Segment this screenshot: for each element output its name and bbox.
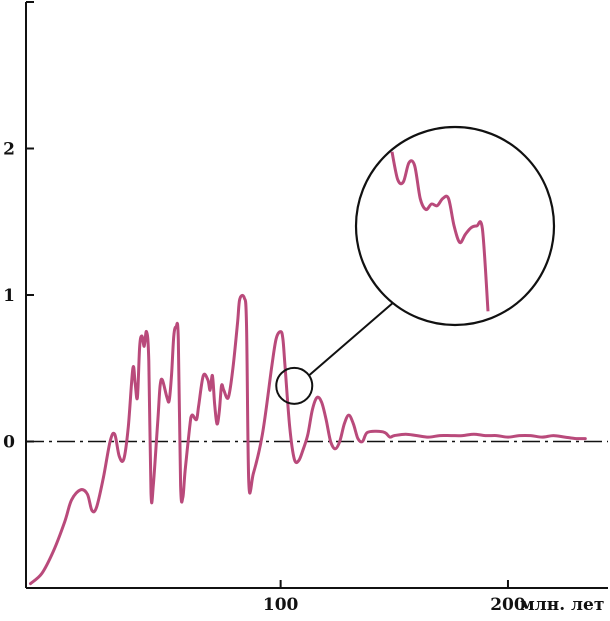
x-tick-label: 100 <box>263 595 299 615</box>
y-tick-label: 0 <box>3 433 15 453</box>
magnifier <box>275 125 556 405</box>
magnifier-connector-line <box>308 301 395 376</box>
y-tick-label: 1 <box>3 286 15 306</box>
ticks: 0 1 2 100 200 <box>3 1 526 615</box>
x-tick-label: 200 <box>490 595 526 615</box>
magnifier-focus-circle <box>275 366 314 405</box>
y-tick-label: 2 <box>3 140 15 160</box>
series-line <box>29 293 587 586</box>
magnifier-detail-line <box>390 151 490 312</box>
x-axis-label: млн. лет <box>520 595 604 615</box>
